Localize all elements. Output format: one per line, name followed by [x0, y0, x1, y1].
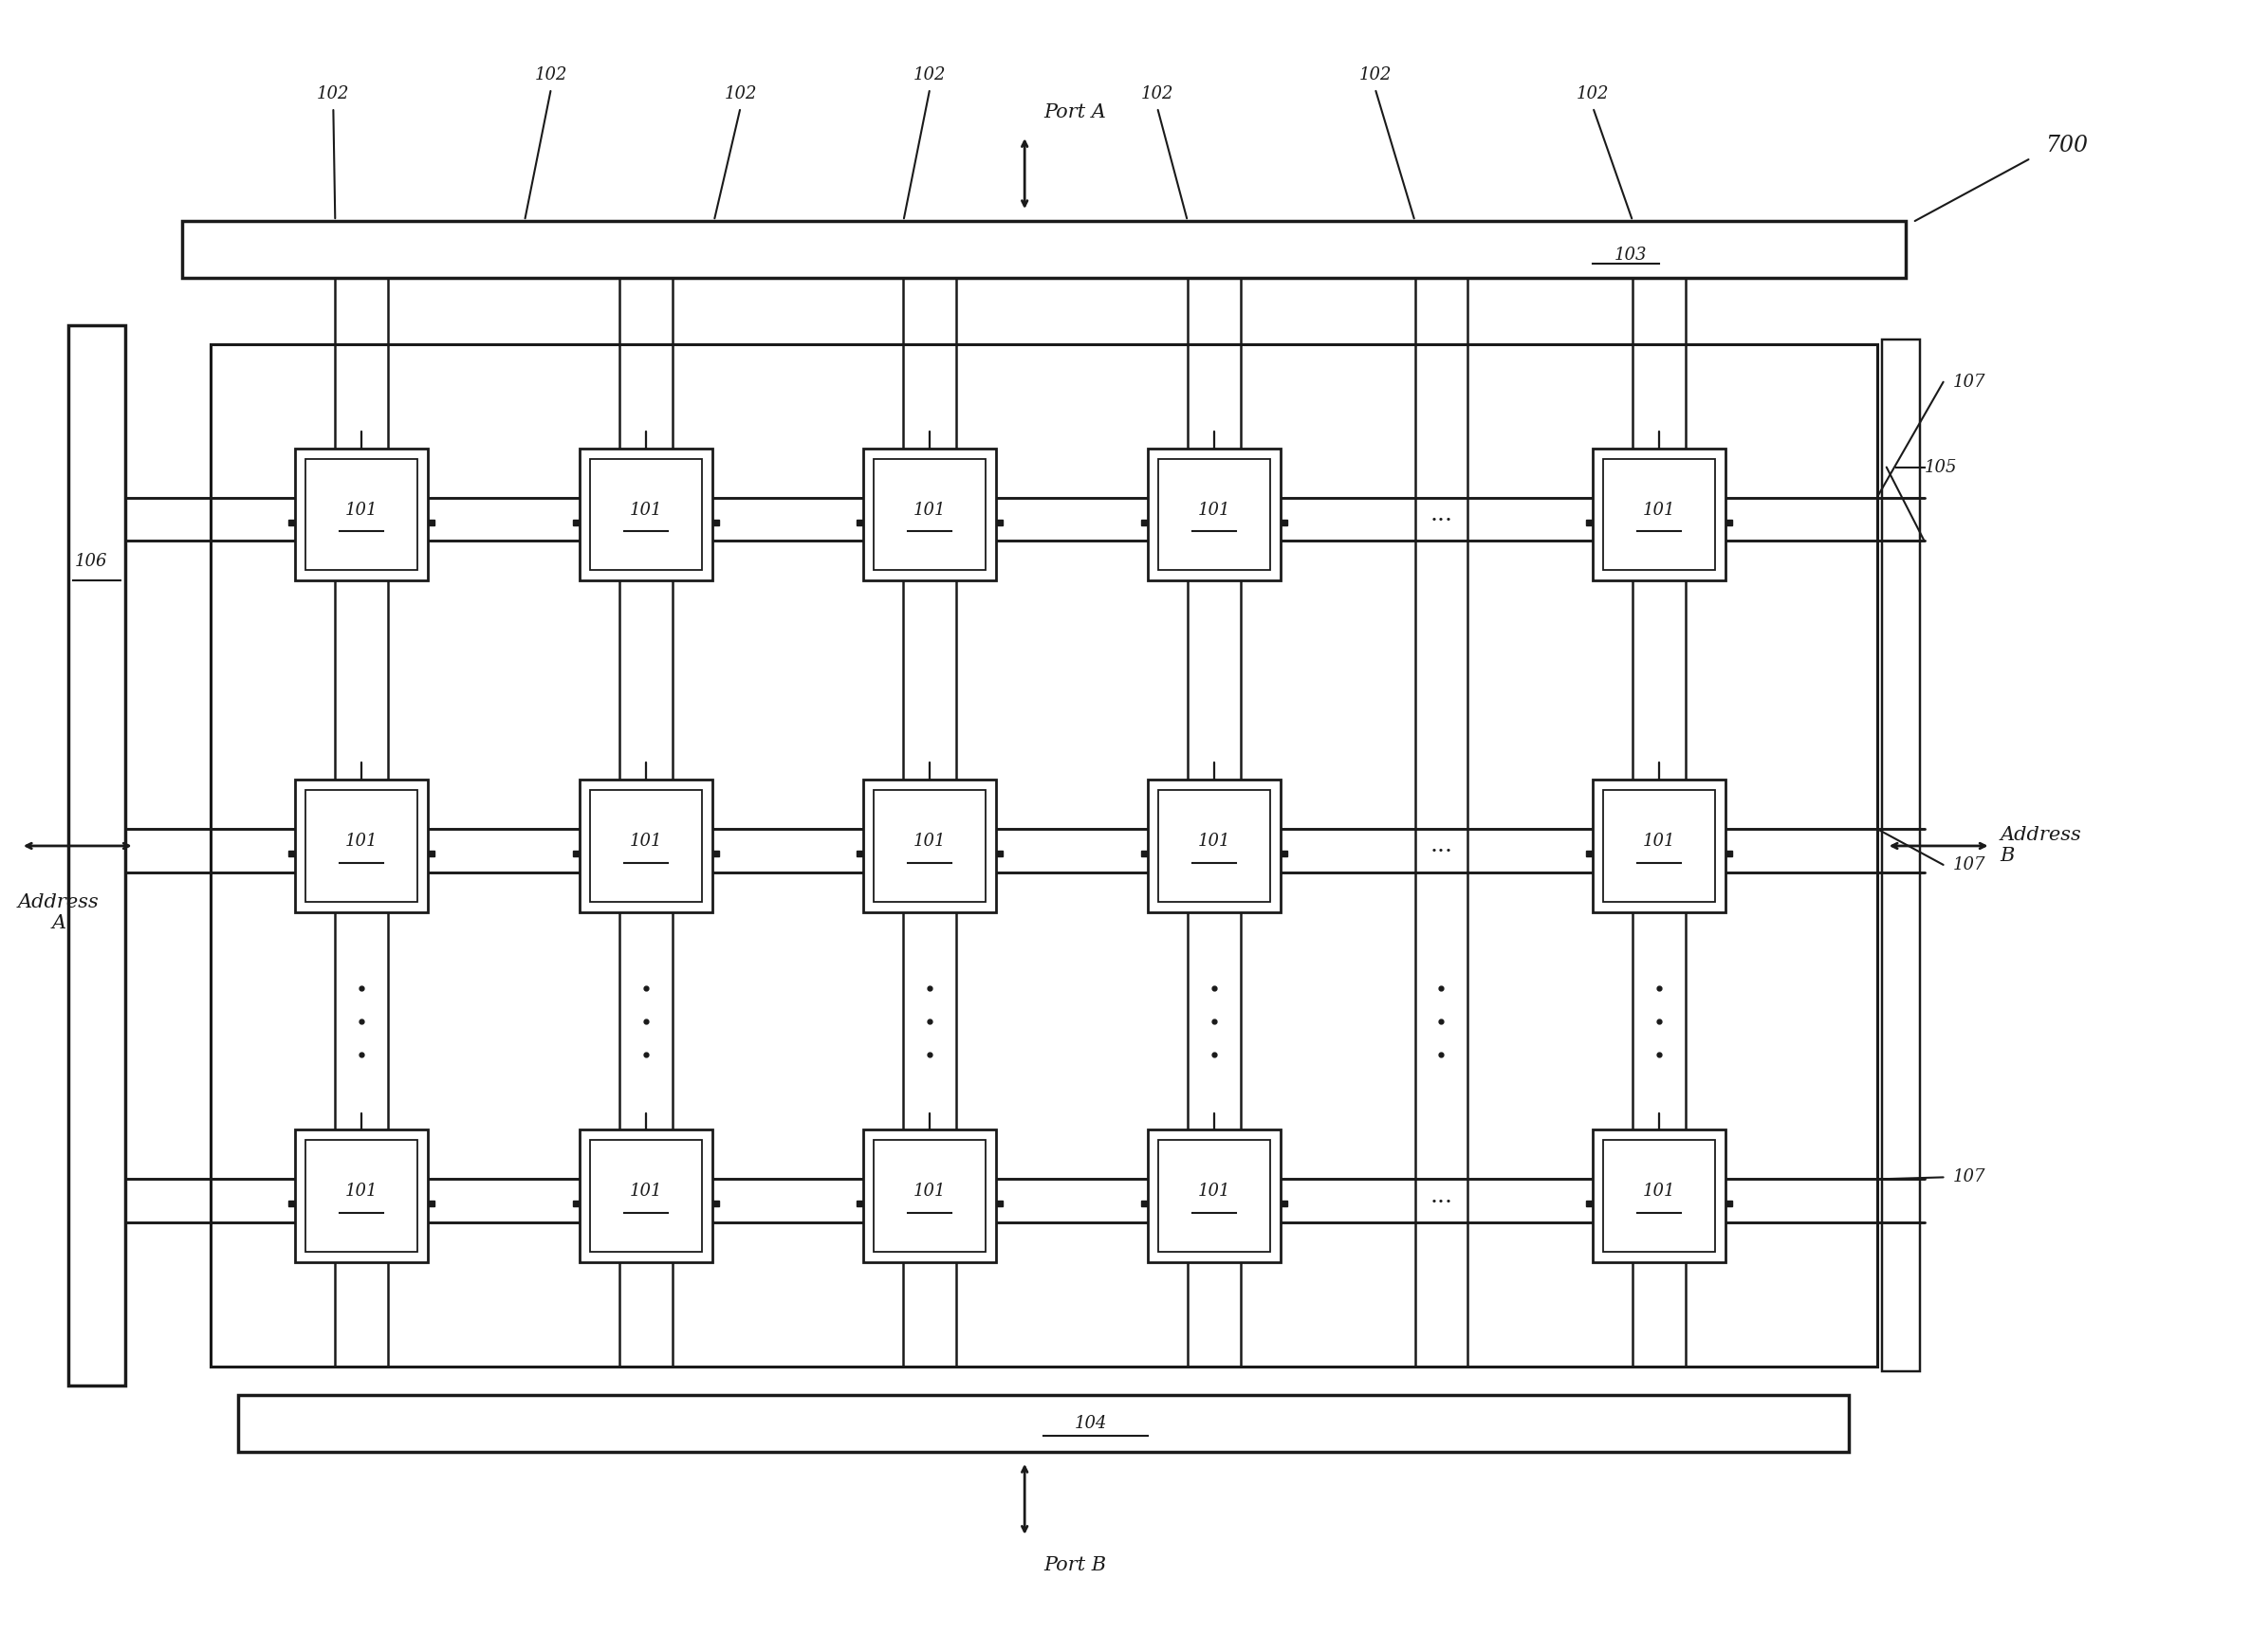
Text: 101: 101 [630, 833, 662, 849]
Text: 107: 107 [1954, 856, 1985, 874]
Text: Port A: Port A [1044, 104, 1105, 122]
Text: 102: 102 [1141, 86, 1173, 102]
Bar [873, 1140, 986, 1252]
Bar [873, 459, 986, 570]
Text: 106: 106 [74, 553, 108, 570]
Bar [590, 459, 702, 570]
Bar [579, 780, 711, 912]
Bar [1159, 790, 1270, 902]
Bar [295, 448, 428, 582]
Bar [590, 790, 702, 902]
Bar [209, 344, 1877, 1366]
Bar [1603, 1140, 1715, 1252]
Text: 105: 105 [1925, 459, 1956, 476]
Text: 700: 700 [2046, 134, 2087, 157]
Bar [1603, 459, 1715, 570]
Bar [1594, 1130, 1727, 1262]
Text: Address
B: Address B [2001, 826, 2082, 866]
Bar [295, 780, 428, 912]
Bar [1603, 790, 1715, 902]
Text: 101: 101 [914, 1183, 945, 1199]
Text: 101: 101 [630, 1183, 662, 1199]
Bar [864, 1130, 997, 1262]
Text: 102: 102 [914, 66, 945, 84]
Text: 101: 101 [1643, 501, 1675, 519]
Text: 101: 101 [630, 501, 662, 519]
Bar [306, 790, 419, 902]
Bar [306, 1140, 419, 1252]
Text: 101: 101 [1643, 833, 1675, 849]
Bar [68, 325, 124, 1386]
Bar [1148, 1130, 1281, 1262]
Text: Address
A: Address A [18, 894, 99, 932]
Bar [1148, 780, 1281, 912]
Text: 101: 101 [1198, 501, 1231, 519]
Text: 101: 101 [344, 833, 378, 849]
Text: 101: 101 [1198, 1183, 1231, 1199]
Text: 102: 102 [1360, 66, 1391, 84]
Bar [579, 1130, 711, 1262]
Text: 101: 101 [914, 501, 945, 519]
Bar [1159, 459, 1270, 570]
Text: 102: 102 [725, 86, 756, 102]
Text: 102: 102 [536, 66, 567, 84]
Text: 101: 101 [1198, 833, 1231, 849]
Bar [239, 1394, 1848, 1452]
Text: 103: 103 [1614, 246, 1648, 264]
Bar [873, 790, 986, 902]
Text: 102: 102 [1576, 86, 1609, 102]
Bar [182, 221, 1904, 278]
Bar [1159, 1140, 1270, 1252]
Text: 107: 107 [1954, 373, 1985, 390]
Bar [295, 1130, 428, 1262]
Text: ...: ... [1429, 1184, 1452, 1208]
Bar [1882, 339, 1920, 1371]
Bar [864, 448, 997, 582]
Bar [306, 459, 419, 570]
Text: 101: 101 [344, 1183, 378, 1199]
Text: 101: 101 [344, 501, 378, 519]
Text: Port B: Port B [1044, 1556, 1105, 1574]
Bar [579, 448, 711, 582]
Bar [1594, 780, 1727, 912]
Text: ...: ... [1429, 504, 1452, 525]
Text: 107: 107 [1954, 1168, 1985, 1186]
Text: 101: 101 [914, 833, 945, 849]
Bar [590, 1140, 702, 1252]
Bar [1594, 448, 1727, 582]
Text: 102: 102 [317, 86, 349, 102]
Text: 101: 101 [1643, 1183, 1675, 1199]
Bar [864, 780, 997, 912]
Text: 104: 104 [1074, 1414, 1107, 1432]
Bar [1148, 448, 1281, 582]
Text: ...: ... [1429, 834, 1452, 857]
